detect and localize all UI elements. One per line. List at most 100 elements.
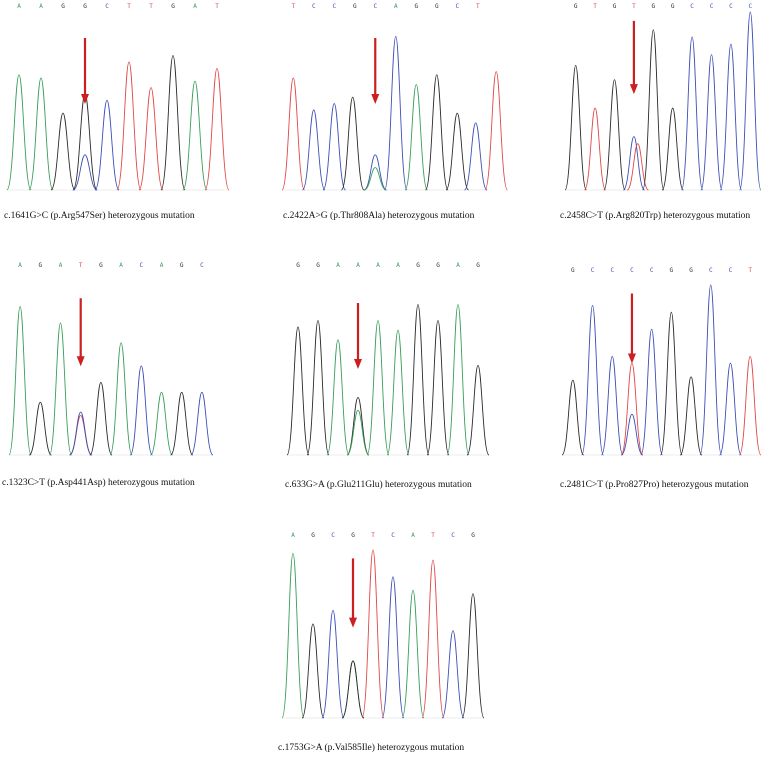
mutation-arrow-head	[349, 617, 357, 628]
base-call-label: G	[351, 532, 355, 539]
mutation-arrow-head	[354, 359, 362, 369]
base-call-label: A	[291, 532, 295, 539]
base-call-label: C	[690, 3, 694, 10]
trace-peak	[363, 154, 387, 191]
panel-caption: c.1323C>T (p.Asp441Asp) heterozygous mut…	[2, 477, 195, 488]
trace-peak	[190, 391, 214, 456]
base-call-label: G	[171, 3, 175, 10]
trace-peak	[463, 122, 488, 191]
base-call-label: A	[456, 262, 460, 269]
base-call-label: G	[311, 532, 315, 539]
panel-caption: c.2458C>T (p.Arg820Trp) heterozygous mut…	[560, 210, 750, 221]
base-call-label: G	[296, 262, 300, 269]
trace-peak	[661, 107, 684, 191]
trace-peak	[306, 320, 330, 456]
base-call-label: A	[356, 262, 360, 269]
trace-peak	[6, 74, 32, 191]
mutation-arrow-head	[81, 94, 89, 104]
trace-peak	[386, 329, 410, 456]
trace-peak	[620, 413, 644, 456]
trace-peak	[699, 284, 723, 456]
trace-peak	[346, 396, 370, 456]
trace-peak	[281, 552, 305, 719]
trace-peak	[738, 355, 762, 456]
trace-peak	[600, 355, 624, 456]
base-call-label: C	[710, 3, 714, 10]
base-call-label: T	[593, 3, 597, 10]
chromatogram-panel: G G A A A A G G A Gc.633G>A (p.Glu211Glu) heteroz…	[285, 262, 490, 490]
panel-caption: c.1641G>C (p.Arg547Ser) heterozygous mut…	[4, 210, 195, 221]
base-call-label: G	[476, 262, 480, 269]
base-call-label: C	[630, 267, 634, 274]
base-call-label: G	[571, 267, 575, 274]
trace-peak	[384, 35, 408, 191]
trace-peak	[700, 54, 723, 191]
base-call-label: G	[38, 262, 42, 269]
base-call-label: C	[331, 532, 335, 539]
trace-peak	[72, 154, 98, 191]
chromatogram-panel: A G C G T C A T C Gc.1753G>A (p.Val585Ile) hetero…	[278, 532, 485, 753]
chromatogram-panel: A G A T G A C A G Cc.1323C>T (p.Asp441Asp) hetero…	[2, 262, 214, 488]
trace-peak	[719, 43, 743, 191]
chromatogram-panel: T C C G C A G G C Tc.2422A>G (p.Thr808Ala) hetero…	[281, 3, 508, 221]
trace-peak	[680, 36, 704, 191]
base-call-label: G	[414, 3, 418, 10]
trace-peak	[561, 379, 585, 456]
trace-peak	[640, 328, 663, 456]
base-call-label: A	[193, 3, 197, 10]
base-call-label: A	[119, 262, 123, 269]
base-call-label: G	[83, 3, 87, 10]
panel-caption: c.633G>A (p.Glu211Glu) heterozygous muta…	[285, 479, 472, 490]
base-call-label: C	[332, 3, 336, 10]
base-call-label: A	[411, 532, 415, 539]
trace-peak	[484, 71, 508, 191]
trace-peak	[564, 64, 587, 191]
trace-peak	[583, 107, 607, 191]
trace-peak	[160, 55, 186, 191]
trace-peak	[8, 306, 32, 456]
base-call-label: G	[99, 262, 103, 269]
trace-peak	[322, 103, 346, 191]
base-call-label: A	[376, 262, 380, 269]
mutation-arrow-head	[627, 353, 636, 364]
trace-peak	[170, 391, 194, 456]
base-call-label: T	[632, 3, 636, 10]
base-call-label: G	[436, 262, 440, 269]
base-call-label: G	[574, 3, 578, 10]
base-call-label: A	[336, 262, 340, 269]
trace-peak	[149, 391, 174, 456]
trace-peak	[401, 589, 425, 719]
base-call-label: G	[471, 532, 475, 539]
base-call-label: T	[431, 532, 435, 539]
trace-peak	[461, 593, 485, 719]
trace-peak	[361, 549, 385, 719]
base-call-label: G	[670, 267, 674, 274]
base-call-label: T	[215, 3, 219, 10]
trace-peak	[425, 74, 449, 191]
panel-caption: c.1753G>A (p.Val585Ile) heterozygous mut…	[278, 742, 464, 753]
base-call-label: G	[180, 262, 184, 269]
trace-peak	[363, 167, 387, 191]
base-call-label: C	[139, 262, 143, 269]
chromatogram-panel: G T G T G G C C C Cc.2458C>T (p.Arg820Trp) hetero…	[560, 3, 762, 221]
base-call-label: T	[149, 3, 153, 10]
trace-peak	[581, 304, 604, 456]
trace-peak	[28, 401, 52, 456]
trace-peak	[340, 96, 365, 191]
trace-peak	[466, 364, 490, 456]
trace-peak	[626, 143, 649, 191]
base-call-label: G	[353, 3, 357, 10]
chromatogram-panel: G C C C C G G C C Tc.2481C>T (p.Pro827Pro) hetero…	[560, 267, 762, 490]
base-call-label: G	[316, 262, 320, 269]
base-call-label: A	[396, 262, 400, 269]
base-call-label: C	[650, 267, 654, 274]
trace-peak	[445, 112, 469, 191]
base-call-label: G	[435, 3, 439, 10]
trace-peak	[281, 77, 305, 191]
chromatogram-panel: A A G G C T T G A Tc.1641G>C (p.Arg547Ser) hetero…	[4, 3, 230, 221]
trace-peak	[366, 320, 390, 456]
base-call-label: G	[651, 3, 655, 10]
trace-peak	[286, 326, 310, 456]
base-call-label: T	[79, 262, 83, 269]
